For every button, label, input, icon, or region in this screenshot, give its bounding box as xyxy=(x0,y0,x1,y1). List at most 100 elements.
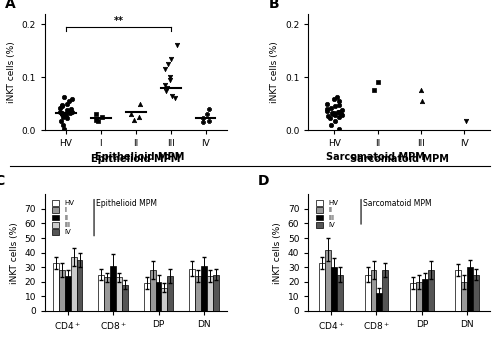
Point xyxy=(205,106,213,112)
Legend: HV, II, III, IV: HV, II, III, IV xyxy=(314,198,340,230)
Bar xyxy=(65,276,70,311)
Bar xyxy=(76,260,82,311)
Point xyxy=(60,122,68,127)
Bar xyxy=(331,267,337,311)
Text: Sarcomatoid MPM: Sarcomatoid MPM xyxy=(326,152,424,162)
Point xyxy=(418,98,426,104)
Bar xyxy=(162,288,168,311)
Point xyxy=(331,118,339,123)
Bar xyxy=(213,274,218,311)
Bar xyxy=(428,270,434,311)
Bar xyxy=(168,276,173,311)
Point xyxy=(164,61,172,67)
Point xyxy=(66,106,74,112)
Y-axis label: iNKT cells (%): iNKT cells (%) xyxy=(10,222,19,284)
Point xyxy=(65,98,73,104)
Bar xyxy=(422,279,428,311)
Point xyxy=(60,114,68,120)
Point xyxy=(330,97,338,102)
Bar xyxy=(122,285,128,311)
Point xyxy=(332,104,340,109)
Bar xyxy=(144,283,150,311)
Text: **: ** xyxy=(114,16,124,26)
Point xyxy=(334,110,342,115)
Point xyxy=(374,80,382,85)
Point xyxy=(66,110,74,115)
Bar xyxy=(59,270,65,311)
Point xyxy=(168,56,175,61)
Point xyxy=(64,116,72,121)
Point xyxy=(60,112,68,118)
Point xyxy=(168,93,176,98)
Point xyxy=(205,118,213,123)
Bar xyxy=(370,270,376,311)
Point xyxy=(136,101,144,106)
Point xyxy=(56,109,64,114)
Point xyxy=(417,88,425,93)
Bar xyxy=(468,267,473,311)
Point xyxy=(63,101,71,106)
Point xyxy=(328,110,336,115)
Point xyxy=(162,67,170,72)
Point xyxy=(94,118,102,124)
Point xyxy=(60,95,68,100)
Legend: HV, I, II, III, IV: HV, I, II, III, IV xyxy=(50,198,77,238)
Point xyxy=(60,126,68,132)
Point xyxy=(162,85,170,91)
Point xyxy=(162,89,170,94)
Bar xyxy=(410,283,416,311)
Point xyxy=(198,116,206,121)
Text: D: D xyxy=(258,174,269,188)
Bar xyxy=(337,274,343,311)
Bar xyxy=(320,263,325,311)
Point xyxy=(171,96,179,101)
Bar xyxy=(382,270,388,311)
Bar xyxy=(98,274,104,311)
Point xyxy=(200,120,207,125)
Bar xyxy=(364,274,370,311)
Bar xyxy=(201,266,207,311)
Point xyxy=(130,117,138,122)
Text: B: B xyxy=(268,0,279,11)
Point xyxy=(326,116,334,121)
Point xyxy=(62,113,70,118)
Point xyxy=(127,112,135,117)
Point xyxy=(322,108,330,114)
Bar xyxy=(104,277,110,311)
Point xyxy=(64,108,72,114)
Point xyxy=(92,117,100,122)
Point xyxy=(335,102,343,107)
Bar xyxy=(195,276,201,311)
Y-axis label: iNKT cells (%): iNKT cells (%) xyxy=(274,222,282,284)
Bar xyxy=(156,282,162,311)
Point xyxy=(324,106,332,112)
Bar xyxy=(116,277,122,311)
Point xyxy=(324,113,332,119)
Y-axis label: iNKT cells (%): iNKT cells (%) xyxy=(270,41,280,103)
Point xyxy=(323,101,331,106)
Point xyxy=(58,112,66,117)
Point xyxy=(98,114,106,120)
Point xyxy=(338,112,345,118)
Bar xyxy=(150,270,156,311)
Point xyxy=(68,97,76,102)
Text: Sarcomatoid MPM: Sarcomatoid MPM xyxy=(363,199,432,208)
Point xyxy=(330,111,338,116)
Point xyxy=(333,95,341,100)
Point xyxy=(166,74,174,80)
Bar xyxy=(207,276,213,311)
X-axis label: Sarcomatoid MPM: Sarcomatoid MPM xyxy=(350,154,448,164)
Point xyxy=(56,105,64,111)
Point xyxy=(58,102,66,107)
Y-axis label: iNKT cells (%): iNKT cells (%) xyxy=(7,41,16,103)
Point xyxy=(327,122,335,127)
Bar xyxy=(325,250,331,311)
Point xyxy=(58,111,66,116)
X-axis label: Epithelioid MPM: Epithelioid MPM xyxy=(91,154,180,164)
Bar xyxy=(473,274,479,311)
Bar xyxy=(376,293,382,311)
Point xyxy=(161,82,169,88)
Point xyxy=(58,118,66,123)
Text: Epithelioid MPM: Epithelioid MPM xyxy=(96,199,157,208)
Bar xyxy=(110,266,116,311)
